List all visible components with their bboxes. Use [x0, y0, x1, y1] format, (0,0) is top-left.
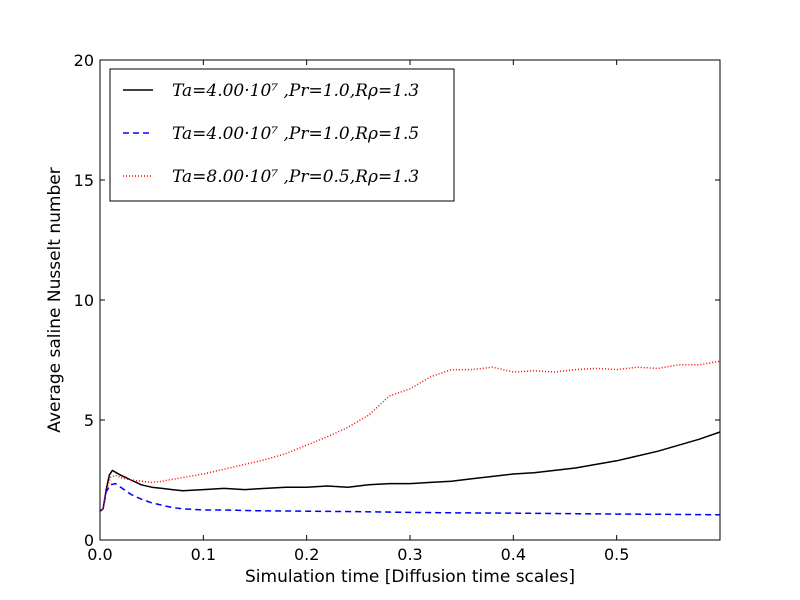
y-tick-label: 5	[84, 411, 94, 430]
legend-label-series-2: Ta=4.00·10⁷ ,Pr=1.0,Rρ=1.5	[172, 124, 419, 144]
legend: Ta=4.00·10⁷ ,Pr=1.0,Rρ=1.3 Ta=4.00·10⁷ ,…	[109, 68, 455, 202]
x-tick-label: 0.2	[294, 545, 319, 564]
x-tick-label: 0.0	[87, 545, 112, 564]
x-tick-label: 0.1	[191, 545, 216, 564]
x-tick-label: 0.5	[604, 545, 629, 564]
tick-layer: 0.0 0.1 0.2 0.3 0.4 0.5 0 5 10 15 20	[74, 51, 720, 564]
series-line-2	[99, 482, 721, 516]
legend-label-series-3: Ta=8.00·10⁷ ,Pr=0.5,Rρ=1.3	[172, 167, 419, 187]
x-tick-label: 0.4	[501, 545, 526, 564]
x-axis-label: Simulation time [Diffusion time scales]	[245, 567, 575, 587]
legend-label-series-1: Ta=4.00·10⁷ ,Pr=1.0,Rρ=1.3	[172, 81, 419, 101]
series-layer	[99, 360, 721, 516]
y-tick-label: 20	[74, 51, 94, 70]
series-line-1	[99, 431, 721, 512]
y-tick-label: 15	[74, 171, 94, 190]
legend-box	[109, 68, 455, 202]
y-axis-label: Average saline Nusselt number	[45, 167, 65, 432]
y-tick-label: 0	[84, 531, 94, 550]
x-tick-label: 0.3	[397, 545, 422, 564]
y-tick-label: 10	[74, 291, 94, 310]
